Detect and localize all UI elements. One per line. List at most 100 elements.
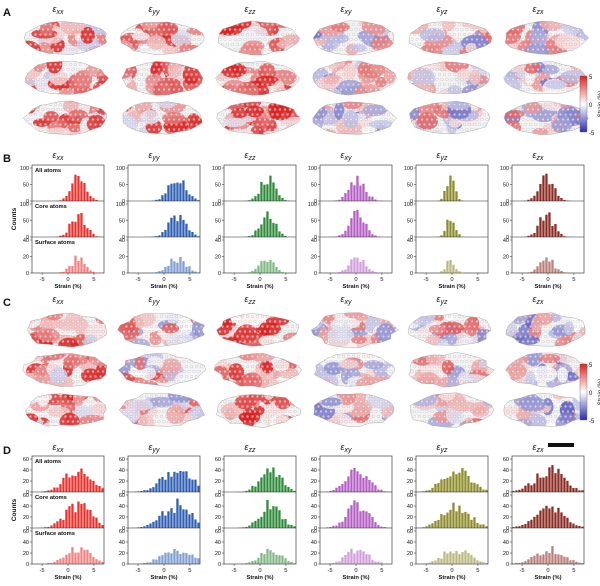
histogram-bar [152,559,155,564]
histogram-bar [377,489,380,492]
histogram-bar [446,260,449,273]
y-tick-label: 100 [308,166,317,172]
histogram-bar [164,515,167,528]
histogram-bar [74,475,77,492]
histogram-bar [341,483,344,492]
histogram-bar [269,509,272,528]
histogram-bar [176,498,179,528]
histogram-bar [194,234,197,237]
histogram-bar [251,485,254,492]
y-tick-label: 0 [122,562,125,568]
histogram-bar [560,198,563,201]
histogram-bar [548,261,551,273]
histogram-bar [368,230,371,237]
histogram-bar [362,551,365,564]
histogram-bar [284,558,287,564]
histogram-bar [356,502,359,528]
histogram-bar [269,472,272,492]
histogram-bar [443,515,446,528]
histogram-bar [536,266,539,273]
y-tick-label: 60 [503,457,509,463]
histogram-bar [62,271,65,273]
histogram-bar [356,209,359,237]
component-label: εzx [533,442,544,454]
histogram-bar [371,482,374,492]
y-tick-label: 40 [503,540,509,546]
histogram-bar [467,553,470,564]
histogram-bar [173,261,176,273]
y-tick-label: 40 [119,468,125,474]
y-tick-label: 60 [23,493,29,499]
y-tick-label: 40 [215,540,221,546]
y-tick-label: 0 [314,199,317,205]
histogram-bar [458,472,461,492]
panel-c-colorbar: 5 0 -5 Strain (%) [579,363,600,425]
component-label: εyy [149,150,160,162]
histogram-bar [356,257,359,273]
y-tick-label: 50 [407,219,413,225]
histogram-bar [359,511,362,528]
histogram-bar [332,562,335,564]
histogram-bar [83,264,86,273]
histogram-bar [449,509,452,528]
y-tick-label: 0 [410,490,413,496]
component-label: εyz [437,4,448,16]
row-label: Core atoms [35,204,67,210]
histogram-bar [440,198,443,201]
histogram-bar [365,476,368,492]
panel-d-headers: εxx εyy εzz εxy εyz εzx [53,442,544,454]
histogram-bar [437,483,440,492]
x-tick-label: 0 [546,277,549,283]
histogram-bar [266,261,269,273]
histogram-bar [74,221,77,237]
y-tick-label: 60 [311,457,317,463]
histogram-bar [167,265,170,273]
histogram-bar [74,174,77,201]
histogram-bar [173,471,176,492]
y-tick-label: 50 [503,219,509,225]
histogram-bar [545,551,548,564]
y-tick-label: 0 [26,526,29,532]
x-axis-label: Strain (%) [342,284,369,290]
histogram-bar [143,490,146,492]
histogram-bar [368,513,371,528]
histogram-bar [197,236,200,237]
histogram-bar [581,490,584,492]
histogram-bar [95,517,98,528]
histogram-bar [542,175,545,201]
histogram-bar [269,218,272,237]
histogram-bar [170,183,173,201]
histogram-bar [380,562,383,564]
histogram-bar [191,554,194,564]
histogram-bar [89,553,92,564]
histogram-bar [578,490,581,492]
histogram-bar [155,520,158,528]
histogram-bar [278,555,281,564]
histogram-bar [437,519,440,528]
histogram-bar [533,195,536,201]
histogram-bar [290,524,293,528]
histogram-bar [449,220,452,237]
histogram-bar [65,196,68,201]
histogram-bar [347,189,350,201]
x-axis-label: Strain (%) [438,575,465,581]
histogram-bar [371,517,374,528]
histogram-bar [62,198,65,201]
histogram-bar [83,473,86,492]
histogram-bar [560,555,563,564]
histogram-bar [359,217,362,237]
y-tick-label: 20 [215,551,221,557]
x-tick-label: -5 [328,568,333,574]
histogram-bar [68,477,71,492]
histogram-bar [557,269,560,273]
histogram-bar [59,484,62,492]
histogram-bar [539,477,542,492]
histogram-bar [554,512,557,528]
y-tick-label: 0 [26,562,29,568]
histogram-bar [266,184,269,201]
histogram-bar [374,561,377,564]
histogram-bar [176,262,179,273]
histogram-bar [293,563,296,564]
histogram-bar [368,269,371,273]
